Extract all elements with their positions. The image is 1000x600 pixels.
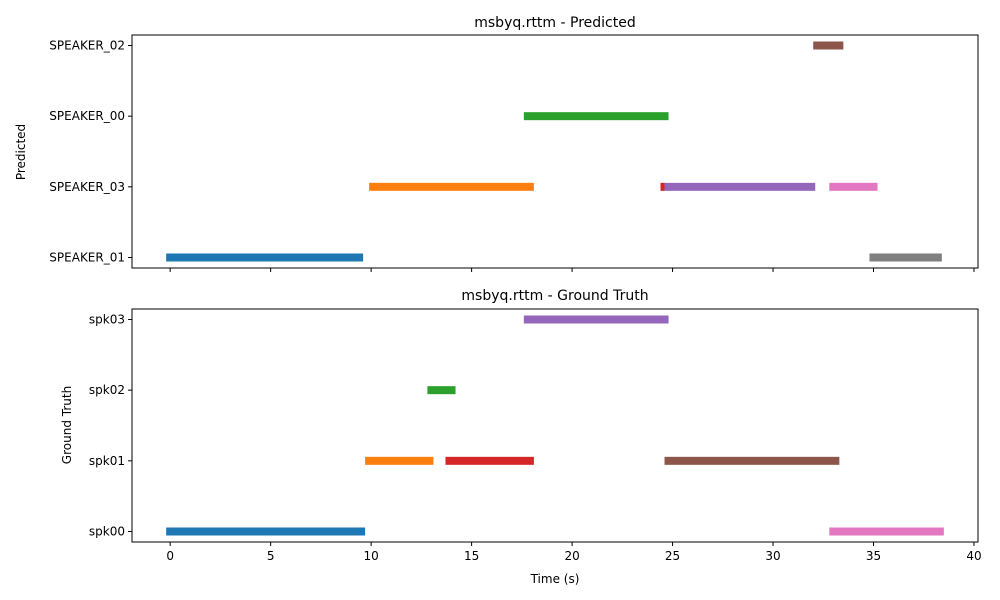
segment-SPEAKER_01	[869, 253, 942, 262]
segment-spk00	[166, 527, 366, 536]
segment-spk03	[523, 315, 669, 324]
y-tick-label: SPEAKER_00	[49, 109, 125, 123]
segment-SPEAKER_03	[664, 182, 816, 191]
y-tick-label: spk03	[89, 313, 125, 327]
plot-frame	[131, 34, 979, 269]
y-axis-label: Predicted	[14, 124, 28, 180]
segment-spk02	[427, 386, 456, 395]
segment-SPEAKER_01	[166, 253, 364, 262]
segment-SPEAKER_03	[369, 182, 534, 191]
ground-truth-panel: msbyq.rttm - Ground Truth Ground Truth T…	[60, 288, 982, 586]
segment-SPEAKER_03	[660, 182, 665, 191]
x-axis-label: Time (s)	[530, 572, 580, 586]
segment-spk01	[664, 456, 840, 465]
x-tick-label: 30	[765, 549, 780, 563]
chart-title: msbyq.rttm - Ground Truth	[461, 288, 648, 304]
x-tick-label: 15	[464, 549, 479, 563]
x-tick-label: 0	[166, 549, 174, 563]
segment-spk01	[445, 456, 534, 465]
segment-SPEAKER_02	[813, 41, 844, 50]
segment-spk00	[829, 527, 944, 536]
x-tick-label: 40	[966, 549, 981, 563]
y-tick-label: spk01	[89, 454, 125, 468]
chart-title: msbyq.rttm - Predicted	[474, 15, 636, 31]
segment-SPEAKER_03	[829, 182, 878, 191]
y-axis-label: Ground Truth	[60, 386, 74, 464]
x-tick-label: 35	[866, 549, 881, 563]
y-tick-label: spk02	[89, 383, 125, 397]
predicted-panel: msbyq.rttm - Predicted Predicted SPEAKER…	[14, 15, 979, 272]
plot-frame	[131, 308, 979, 543]
segment-spk01	[365, 456, 434, 465]
x-tick-label: 25	[665, 549, 680, 563]
y-tick-label: SPEAKER_01	[49, 251, 125, 265]
y-tick-label: SPEAKER_03	[49, 180, 125, 194]
y-tick-label: spk00	[89, 525, 125, 539]
x-tick-label: 5	[267, 549, 275, 563]
segment-SPEAKER_00	[523, 112, 669, 121]
x-tick-label: 10	[363, 549, 378, 563]
y-tick-label: SPEAKER_02	[49, 39, 125, 53]
x-tick-label: 20	[564, 549, 579, 563]
